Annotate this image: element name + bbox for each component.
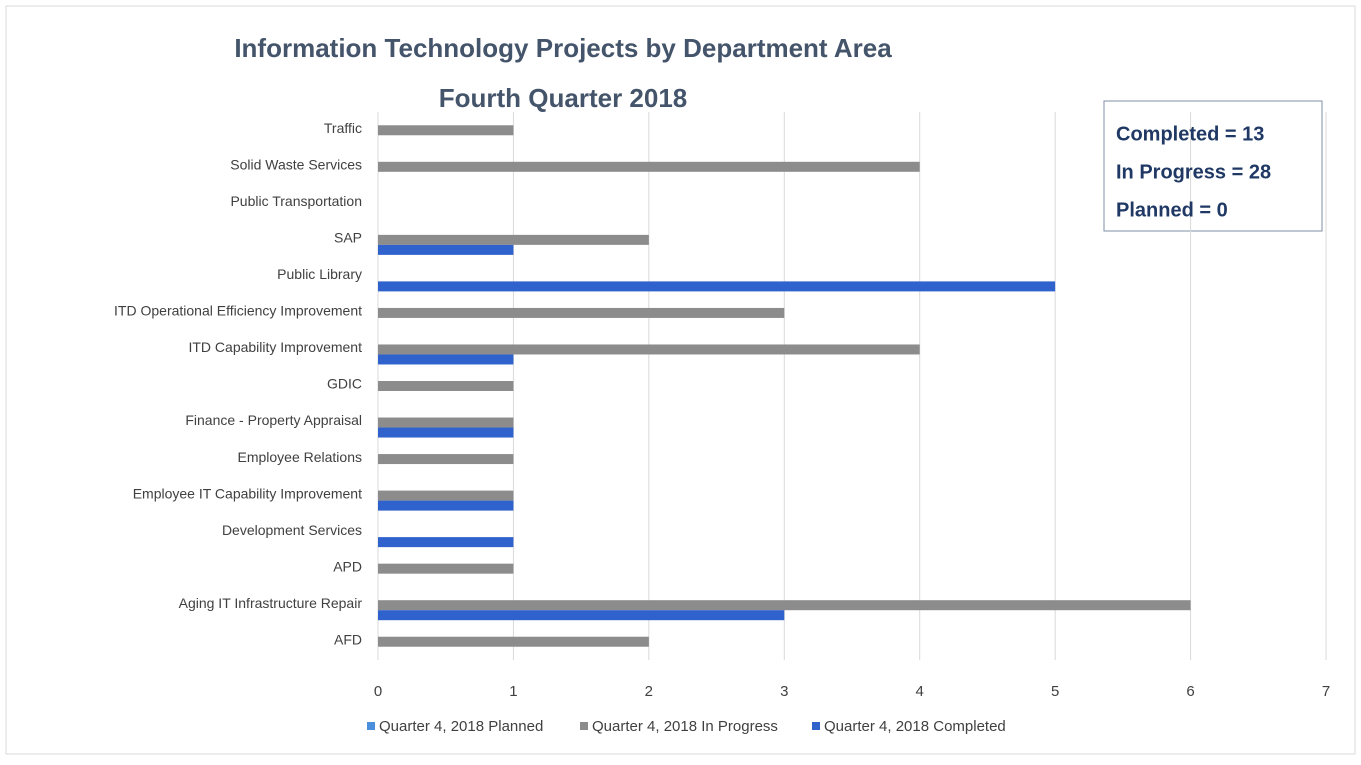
- legend-swatch: [367, 722, 375, 730]
- y-tick-label: Traffic: [324, 120, 362, 136]
- y-tick-label: Development Services: [222, 522, 362, 538]
- x-tick-label: 4: [916, 683, 924, 700]
- bar: [378, 454, 514, 465]
- legend-swatch: [580, 722, 588, 730]
- y-tick-label: Aging IT Infrastructure Repair: [179, 595, 363, 611]
- annotation: In Progress = 28: [1116, 161, 1271, 183]
- bar: [378, 161, 920, 172]
- x-tick-label: 3: [780, 683, 788, 700]
- y-tick-label: SAP: [334, 230, 362, 246]
- annotation-box: [1103, 100, 1323, 232]
- bar: [378, 307, 785, 318]
- bar: [378, 234, 649, 245]
- x-tick-label: 5: [1051, 683, 1059, 700]
- y-tick-label: Solid Waste Services: [230, 157, 362, 173]
- y-tick-label: Public Transportation: [230, 193, 362, 209]
- y-tick-label: Employee IT Capability Improvement: [133, 485, 362, 501]
- legend-label: Quarter 4, 2018 Completed: [824, 718, 1006, 735]
- legend-label: Quarter 4, 2018 Planned: [379, 718, 543, 735]
- bar: [378, 417, 514, 428]
- bar: [378, 244, 514, 255]
- y-tick-label: APD: [333, 558, 362, 574]
- y-tick-label: AFD: [334, 631, 362, 647]
- annotation: Completed = 13: [1116, 123, 1264, 145]
- x-tick-label: 6: [1186, 683, 1194, 700]
- bar: [378, 500, 514, 511]
- x-tick-label: 7: [1322, 683, 1330, 700]
- y-tick-label: GDIC: [327, 376, 362, 392]
- x-tick-label: 0: [374, 683, 382, 700]
- chart-subtitle: Fourth Quarter 2018: [439, 83, 688, 113]
- bar: [378, 344, 920, 355]
- annotation: Planned = 0: [1116, 199, 1228, 221]
- x-tick-label: 2: [645, 683, 653, 700]
- y-tick-label: Finance - Property Appraisal: [185, 412, 362, 428]
- y-tick-label: Public Library: [277, 266, 362, 282]
- bar: [378, 354, 514, 365]
- bar: [378, 381, 514, 391]
- bar: [378, 636, 649, 647]
- bar: [378, 600, 1191, 611]
- chart-title: Information Technology Projects by Depar…: [234, 33, 892, 63]
- bar: [378, 537, 514, 548]
- y-tick-label: Employee Relations: [237, 449, 362, 465]
- bar: [378, 281, 1056, 292]
- x-tick-label: 1: [509, 683, 517, 700]
- y-tick-label: ITD Operational Efficiency Improvement: [114, 303, 362, 319]
- bar: [378, 610, 785, 621]
- bar: [378, 490, 514, 501]
- y-tick-label: ITD Capability Improvement: [188, 339, 362, 355]
- legend-swatch: [812, 722, 820, 730]
- bar: [378, 427, 514, 438]
- bar: [378, 563, 514, 574]
- legend-label: Quarter 4, 2018 In Progress: [592, 718, 778, 735]
- bar: [378, 125, 514, 136]
